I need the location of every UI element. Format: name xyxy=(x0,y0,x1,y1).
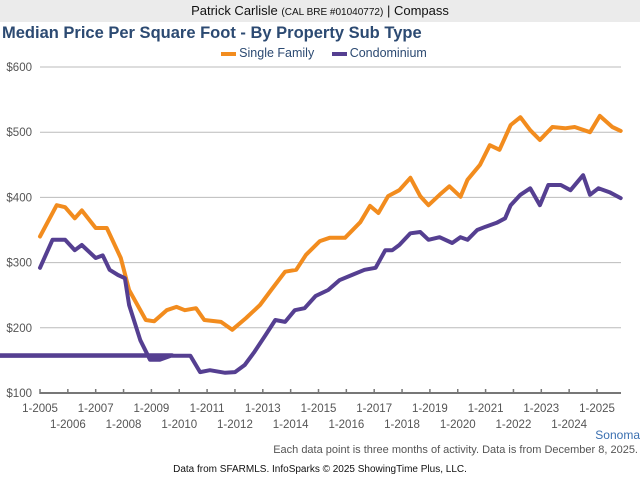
legend-swatch-single-family xyxy=(221,51,237,56)
y-tick-label: $300 xyxy=(6,258,32,270)
y-tick-label: $100 xyxy=(6,388,32,400)
footnote: Each data point is three months of activ… xyxy=(273,444,638,456)
separator: | xyxy=(386,3,391,18)
y-tick-label: $500 xyxy=(6,127,32,139)
x-tick-label: 1-2023 xyxy=(523,403,559,415)
y-tick-label: $400 xyxy=(6,192,32,204)
x-tick-label: 1-2010 xyxy=(161,419,197,431)
x-tick-label: 1-2016 xyxy=(328,419,364,431)
x-tick-label: 1-2005 xyxy=(22,403,58,415)
company-name: Compass xyxy=(393,3,449,18)
region-label[interactable]: Sonoma xyxy=(595,428,640,442)
series-line-condominium xyxy=(0,173,623,375)
x-tick-label: 1-2025 xyxy=(579,403,615,415)
legend-label-single-family: Single Family xyxy=(239,46,315,60)
x-tick-label: 1-2008 xyxy=(106,419,142,431)
x-tick-label: 1-2018 xyxy=(384,419,420,431)
legend-swatch-condominium xyxy=(331,51,347,56)
x-tick-label: 1-2017 xyxy=(356,403,392,415)
x-tick-label: 1-2015 xyxy=(301,403,337,415)
license-number: (CAL BRE #01040772) xyxy=(281,7,384,18)
x-tick-label: 1-2024 xyxy=(551,419,587,431)
x-tick-label: 1-2009 xyxy=(133,403,169,415)
x-tick-label: 1-2007 xyxy=(78,403,114,415)
legend: Single Family Condominium xyxy=(0,46,640,60)
x-tick-label: 1-2022 xyxy=(496,419,532,431)
x-tick-label: 1-2013 xyxy=(245,403,281,415)
x-tick-label: 1-2012 xyxy=(217,419,253,431)
x-tick-label: 1-2019 xyxy=(412,403,448,415)
y-tick-label: $200 xyxy=(6,323,32,335)
source-credit: Data from SFARMLS. InfoSparks © 2025 Sho… xyxy=(173,464,467,475)
agent-name: Patrick Carlisle xyxy=(191,3,278,18)
x-tick-label: 1-2021 xyxy=(468,403,504,415)
chart-title: Median Price Per Square Foot - By Proper… xyxy=(2,24,422,42)
x-tick-label: 1-2006 xyxy=(50,419,86,431)
y-tick-label: $600 xyxy=(6,62,32,74)
agent-header: Patrick Carlisle (CAL BRE #01040772) | C… xyxy=(0,0,640,22)
x-tick-label: 1-2014 xyxy=(273,419,309,431)
series-line-single-family xyxy=(38,113,623,332)
x-tick-label: 1-2011 xyxy=(190,403,225,415)
legend-label-condominium: Condominium xyxy=(349,46,427,60)
line-chart: $100 $200 $300 $400 $500 $600 1-2005 1-2006 1-20… xyxy=(0,62,623,431)
x-tick-label: 1-2020 xyxy=(440,419,476,431)
